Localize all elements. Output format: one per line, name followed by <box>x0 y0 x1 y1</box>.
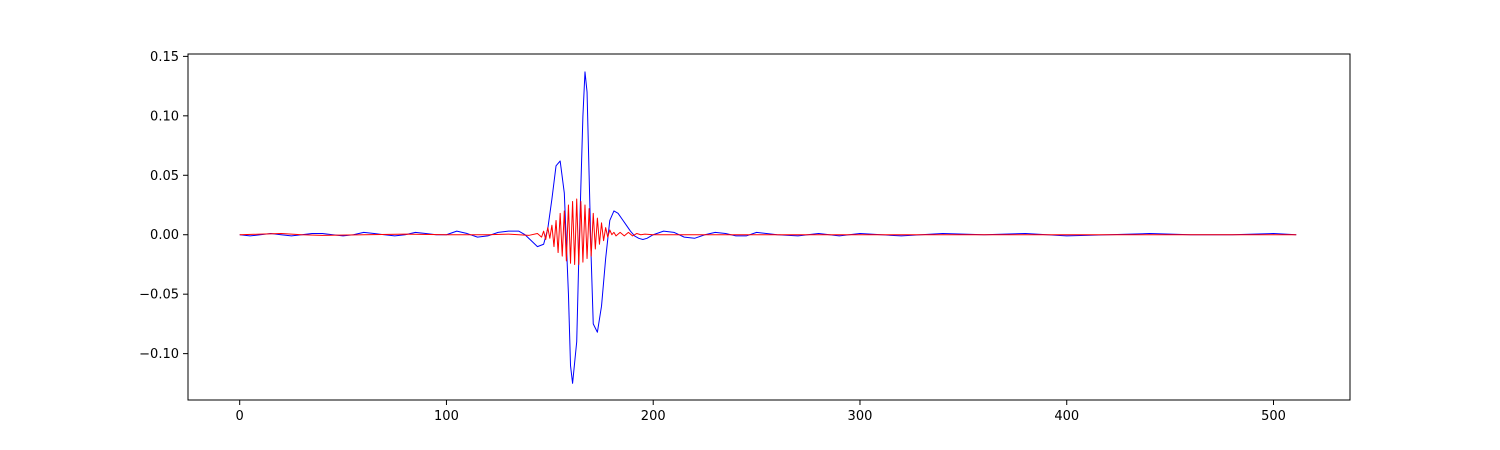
y-axis: −0.10 −0.05 0.00 0.05 0.10 0.15 <box>139 50 188 362</box>
y-tick-label: 0.15 <box>150 50 179 65</box>
y-tick-label: 0.10 <box>150 109 179 124</box>
y-tick-label: −0.10 <box>139 347 179 362</box>
x-tick-label: 400 <box>1054 409 1079 424</box>
x-tick-label: 100 <box>434 409 459 424</box>
x-tick-label: 200 <box>641 409 666 424</box>
x-tick-label: 300 <box>848 409 873 424</box>
x-tick-label: 0 <box>236 409 244 424</box>
x-axis: 0 100 200 300 400 500 <box>236 400 1286 424</box>
y-tick-label: 0.05 <box>150 169 179 184</box>
y-tick-label: 0.00 <box>150 228 179 243</box>
y-tick-label: −0.05 <box>139 288 179 303</box>
plot-frame <box>187 53 1351 401</box>
plot-lines <box>239 71 1297 384</box>
series-line-0 <box>239 71 1297 384</box>
x-tick-label: 500 <box>1261 409 1286 424</box>
series-line-1 <box>239 198 1297 265</box>
